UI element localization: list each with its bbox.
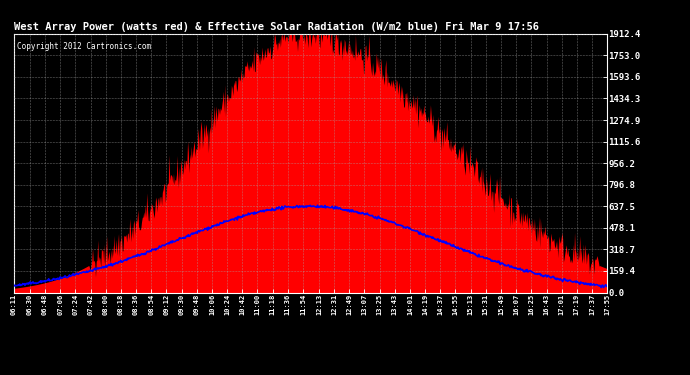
Text: Copyright 2012 Cartronics.com: Copyright 2012 Cartronics.com — [17, 42, 151, 51]
Text: West Array Power (watts red) & Effective Solar Radiation (W/m2 blue) Fri Mar 9 1: West Array Power (watts red) & Effective… — [14, 21, 539, 32]
